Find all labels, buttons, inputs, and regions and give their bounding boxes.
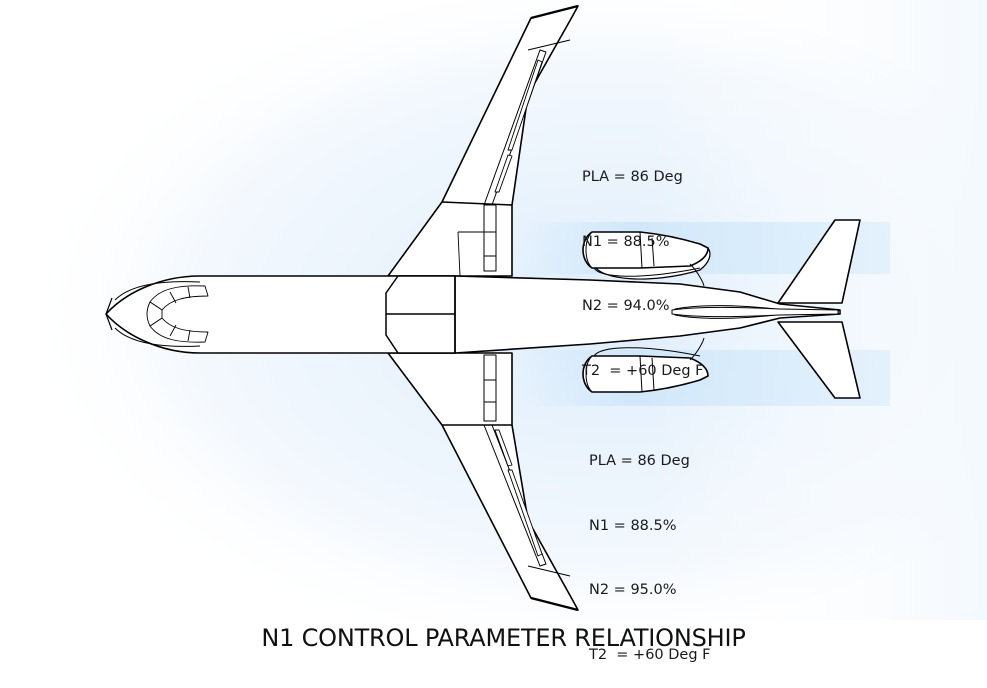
pla-readout: PLA = 86 Deg bbox=[582, 169, 683, 185]
lower-engine bbox=[582, 337, 709, 393]
upper-wing bbox=[387, 4, 579, 277]
pla-readout: PLA = 86 Deg bbox=[589, 453, 690, 469]
n2-readout: N2 = 95.0% bbox=[589, 582, 677, 598]
t2-readout: T2 = +60 Deg F bbox=[582, 362, 704, 379]
upper-engine-parameters: PLA = 86 Deg N1 = 88.5% N2 = 94.0% T2 = … bbox=[582, 124, 704, 404]
n1-readout: N1 = 88.5% bbox=[589, 517, 677, 534]
upper-engine bbox=[582, 231, 711, 287]
n2-readout: N2 = 94.0% bbox=[582, 298, 670, 314]
diagram-title: N1 CONTROL PARAMETER RELATIONSHIP bbox=[261, 624, 746, 652]
vertical-fin bbox=[671, 306, 839, 318]
horizontal-stabilizer bbox=[777, 219, 861, 399]
lower-wing bbox=[387, 352, 579, 612]
lower-engine-parameters: PLA = 86 Deg N1 = 88.5% N2 = 95.0% T2 = … bbox=[589, 408, 711, 688]
n1-readout: N1 = 88.5% bbox=[582, 233, 670, 250]
aircraft-diagram bbox=[20, 0, 987, 635]
